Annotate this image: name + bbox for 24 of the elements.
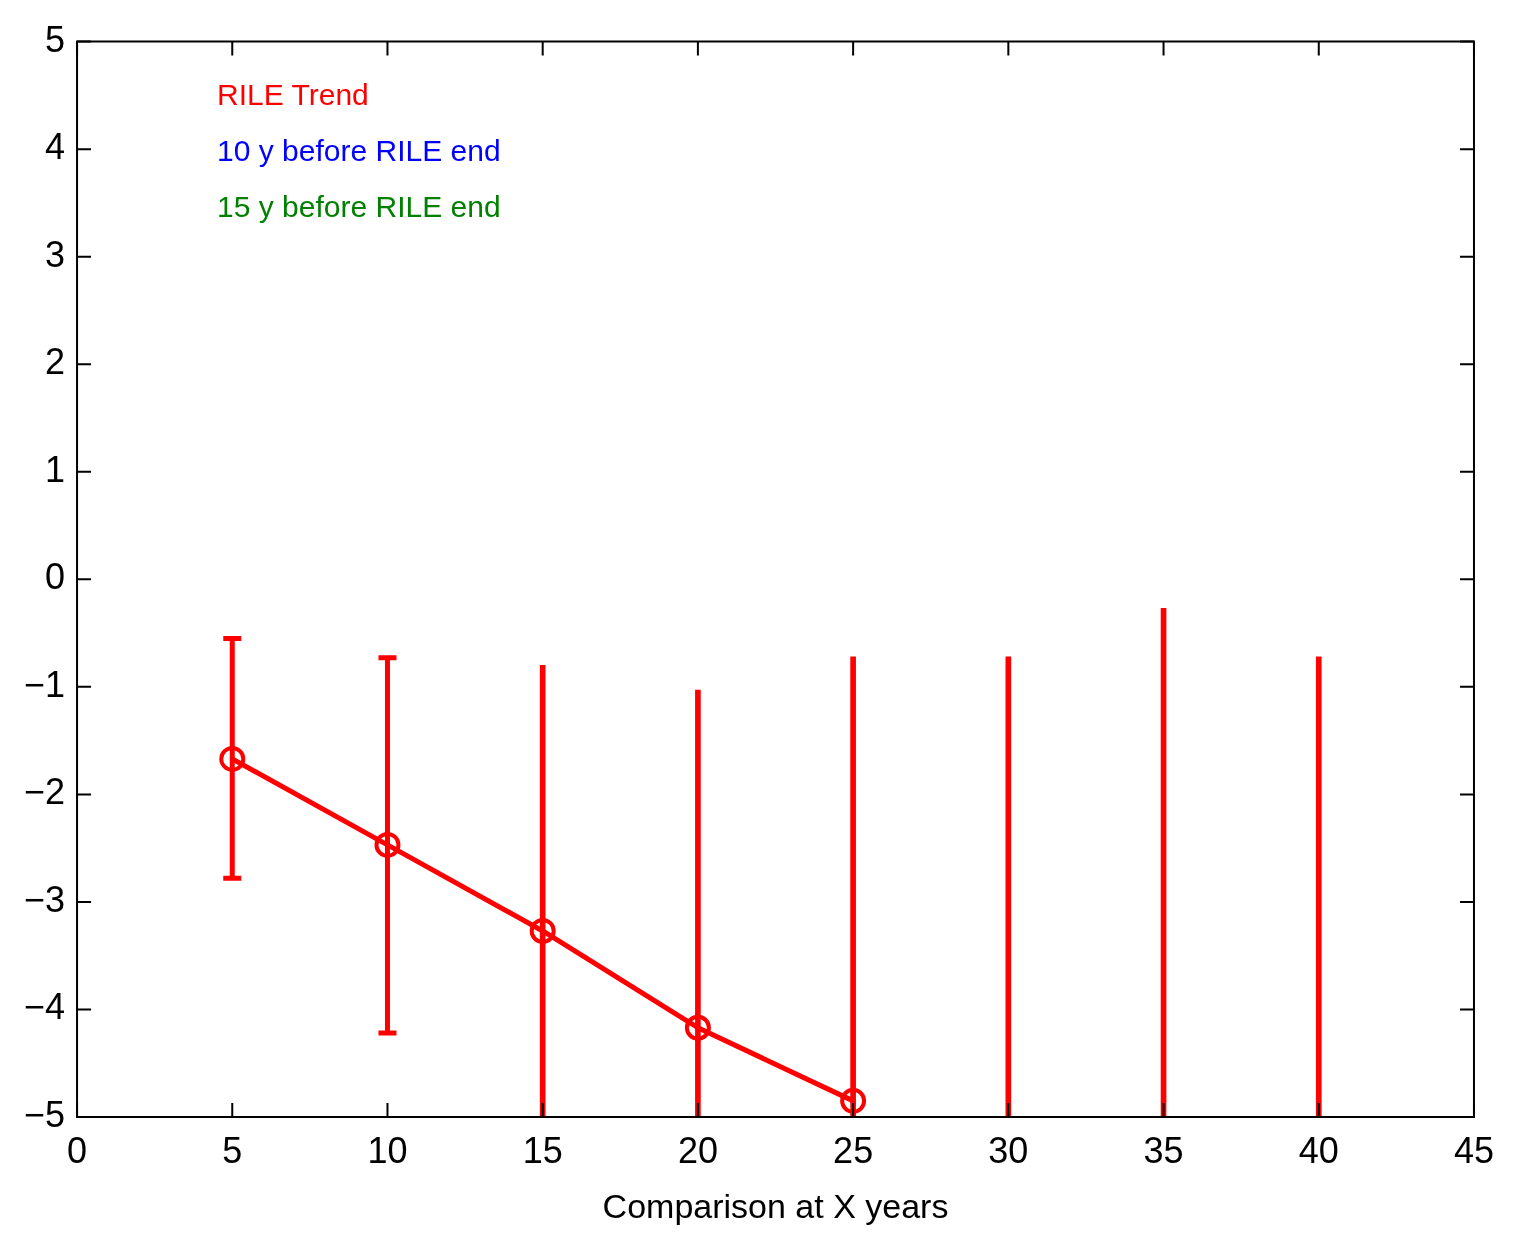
y-tick-label: 0 — [45, 556, 66, 598]
x-tick-label: 5 — [222, 1129, 243, 1171]
x-tick-label: 20 — [677, 1129, 718, 1171]
x-tick-label: 25 — [833, 1129, 874, 1171]
y-tick-label: 2 — [45, 341, 66, 383]
text: RILE Trend — [217, 77, 369, 111]
legend-label: 15 y before RILE end — [217, 189, 501, 223]
x-tick-label: 45 — [1453, 1129, 1494, 1171]
x-tick-label: 15 — [522, 1129, 563, 1171]
x-tick-label: 10 — [367, 1129, 408, 1171]
y-tick-label: −4 — [24, 986, 66, 1028]
x-axis-title: Comparison at X years — [602, 1186, 949, 1225]
y-tick-label: −2 — [24, 771, 66, 813]
y-tick-label: 4 — [45, 126, 66, 168]
y-tick-label: −5 — [24, 1093, 66, 1135]
y-tick-label: −3 — [24, 878, 66, 920]
legend-label: 10 y before RILE end — [217, 133, 501, 167]
y-tick-label: 5 — [45, 18, 66, 60]
y-tick-label: 1 — [45, 448, 66, 490]
y-tick-label: 3 — [45, 233, 66, 275]
x-tick-label: 40 — [1298, 1129, 1339, 1171]
x-tick-label: 30 — [988, 1129, 1029, 1171]
x-tick-label: 35 — [1143, 1129, 1184, 1171]
y-tick-label: −1 — [24, 663, 66, 705]
